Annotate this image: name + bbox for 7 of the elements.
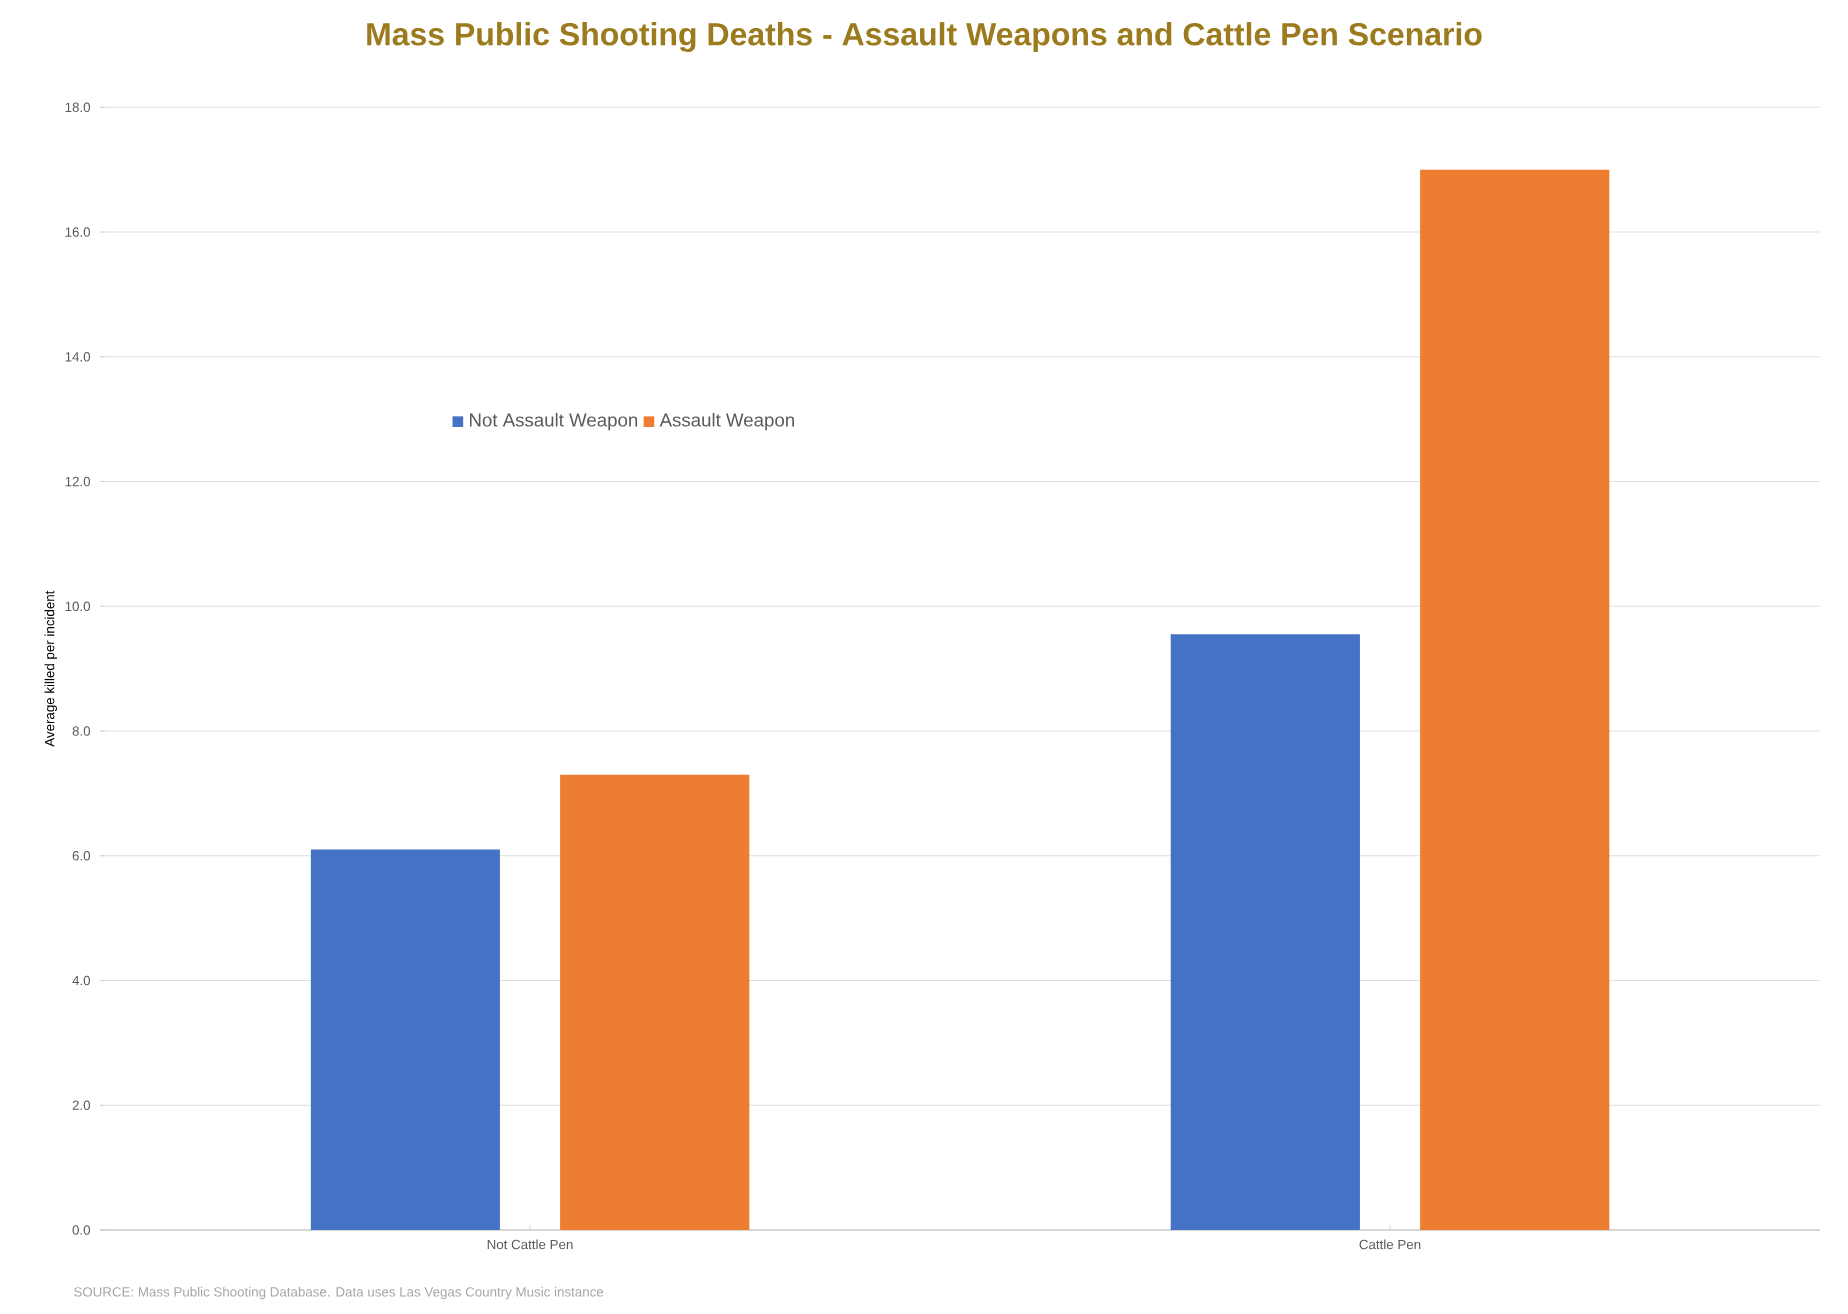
- chart-title: Mass Public Shooting Deaths - Assault Weapons and Cattle Pen Scenario: [367, 22, 1482, 53]
- legend-label: Assault Weapon: [659, 412, 794, 431]
- legend-label: Not Assault Weapon: [470, 412, 638, 431]
- bar: [1420, 169, 1610, 1230]
- bar: [1170, 634, 1360, 1230]
- bar: [310, 849, 500, 1230]
- bar: [560, 774, 750, 1230]
